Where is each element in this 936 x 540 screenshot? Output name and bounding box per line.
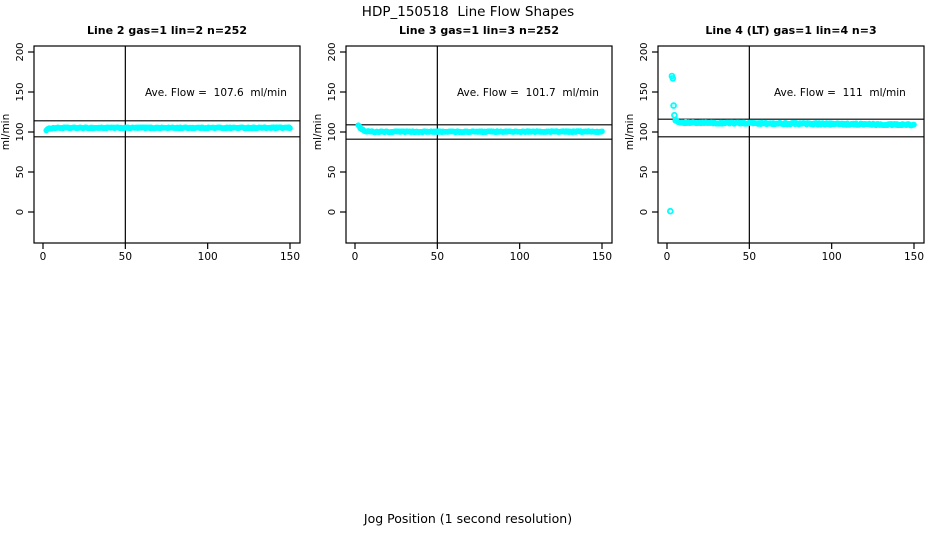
panel-title: Line 2 gas=1 lin=2 n=252 bbox=[87, 24, 247, 37]
y-tick-label: 100 bbox=[15, 122, 26, 141]
x-tick-label: 50 bbox=[743, 251, 756, 263]
y-axis-ticks: 0 50 100 150 200 bbox=[327, 42, 346, 215]
x-axis-ticks: 0 50 100 150 bbox=[352, 243, 612, 263]
plot-box bbox=[345, 45, 613, 244]
x-tick-label: 0 bbox=[352, 251, 359, 263]
panel-line3: Line 3 gas=1 lin=3 n=252 0 50 100 150 200 ml/m… bbox=[312, 0, 624, 270]
data-point bbox=[599, 128, 605, 135]
figure-title: HDP_150518 Line Flow Shapes bbox=[361, 4, 575, 20]
outlier-point bbox=[671, 111, 678, 119]
y-tick-label: 150 bbox=[15, 82, 26, 101]
y-tick-label: 200 bbox=[639, 42, 650, 61]
y-tick-label: 50 bbox=[15, 166, 26, 179]
y-axis-title: ml/min bbox=[0, 114, 12, 150]
x-tick-label: 50 bbox=[119, 251, 132, 263]
x-axis-ticks: 0 50 100 150 bbox=[664, 243, 924, 263]
y-tick-label: 150 bbox=[327, 82, 338, 101]
y-tick-label: 0 bbox=[327, 209, 338, 215]
data-points bbox=[43, 124, 293, 134]
x-tick-label: 50 bbox=[431, 251, 444, 263]
x-tick-label: 100 bbox=[510, 251, 530, 263]
data-point bbox=[911, 121, 917, 128]
ave-flow-annotation: Ave. Flow = 107.6 ml/min bbox=[145, 87, 287, 99]
panel-line2: Line 2 gas=1 lin=2 n=252 0 50 100 150 200 ml/m… bbox=[0, 0, 312, 270]
outlier-points bbox=[666, 72, 678, 215]
y-tick-label: 50 bbox=[639, 166, 650, 179]
x-tick-label: 150 bbox=[280, 251, 300, 263]
charts-row: Line 2 gas=1 lin=2 n=252 0 50 100 150 200 ml/m… bbox=[0, 0, 936, 270]
x-tick-label: 150 bbox=[592, 251, 612, 263]
outlier-point bbox=[666, 207, 674, 215]
panel-line4: Line 4 (LT) gas=1 lin=4 n=3 0 50 100 150 200 m… bbox=[624, 0, 936, 270]
panel-title: Line 4 (LT) gas=1 lin=4 n=3 bbox=[705, 24, 876, 37]
plot-box bbox=[657, 45, 925, 244]
y-tick-label: 200 bbox=[15, 42, 26, 61]
x-axis-ticks: 0 50 100 150 bbox=[40, 243, 300, 263]
x-tick-label: 0 bbox=[664, 251, 671, 263]
x-tick-label: 100 bbox=[198, 251, 218, 263]
y-tick-label: 0 bbox=[15, 209, 26, 215]
data-points bbox=[355, 122, 605, 136]
y-axis-ticks: 0 50 100 150 200 bbox=[15, 42, 34, 215]
x-tick-label: 0 bbox=[40, 251, 47, 263]
x-axis-label: Jog Position (1 second resolution) bbox=[363, 511, 573, 526]
data-points bbox=[672, 117, 917, 129]
y-axis-title: ml/min bbox=[624, 114, 636, 150]
outlier-point bbox=[669, 75, 677, 82]
line4-plot: Line 4 (LT) gas=1 lin=4 n=3 0 50 100 150 200 m… bbox=[624, 24, 925, 263]
y-tick-label: 0 bbox=[639, 209, 650, 215]
line2-plot: Line 2 gas=1 lin=2 n=252 0 50 100 150 200 ml/m… bbox=[0, 24, 301, 263]
line3-plot: Line 3 gas=1 lin=3 n=252 0 50 100 150 200 ml/m… bbox=[312, 24, 613, 263]
y-tick-label: 200 bbox=[327, 42, 338, 61]
plot-box bbox=[33, 45, 301, 244]
y-axis-title: ml/min bbox=[312, 114, 324, 150]
y-tick-label: 50 bbox=[327, 166, 338, 179]
ave-flow-annotation: Ave. Flow = 111 ml/min bbox=[774, 87, 906, 99]
outlier-point bbox=[670, 102, 677, 109]
ave-flow-annotation: Ave. Flow = 101.7 ml/min bbox=[457, 87, 599, 99]
data-point bbox=[287, 125, 293, 131]
x-tick-label: 100 bbox=[822, 251, 842, 263]
y-tick-label: 100 bbox=[327, 122, 338, 141]
x-tick-label: 150 bbox=[904, 251, 924, 263]
y-tick-label: 150 bbox=[639, 82, 650, 101]
y-tick-label: 100 bbox=[639, 122, 650, 141]
y-axis-ticks: 0 50 100 150 200 bbox=[639, 42, 658, 215]
panel-title: Line 3 gas=1 lin=3 n=252 bbox=[399, 24, 559, 37]
